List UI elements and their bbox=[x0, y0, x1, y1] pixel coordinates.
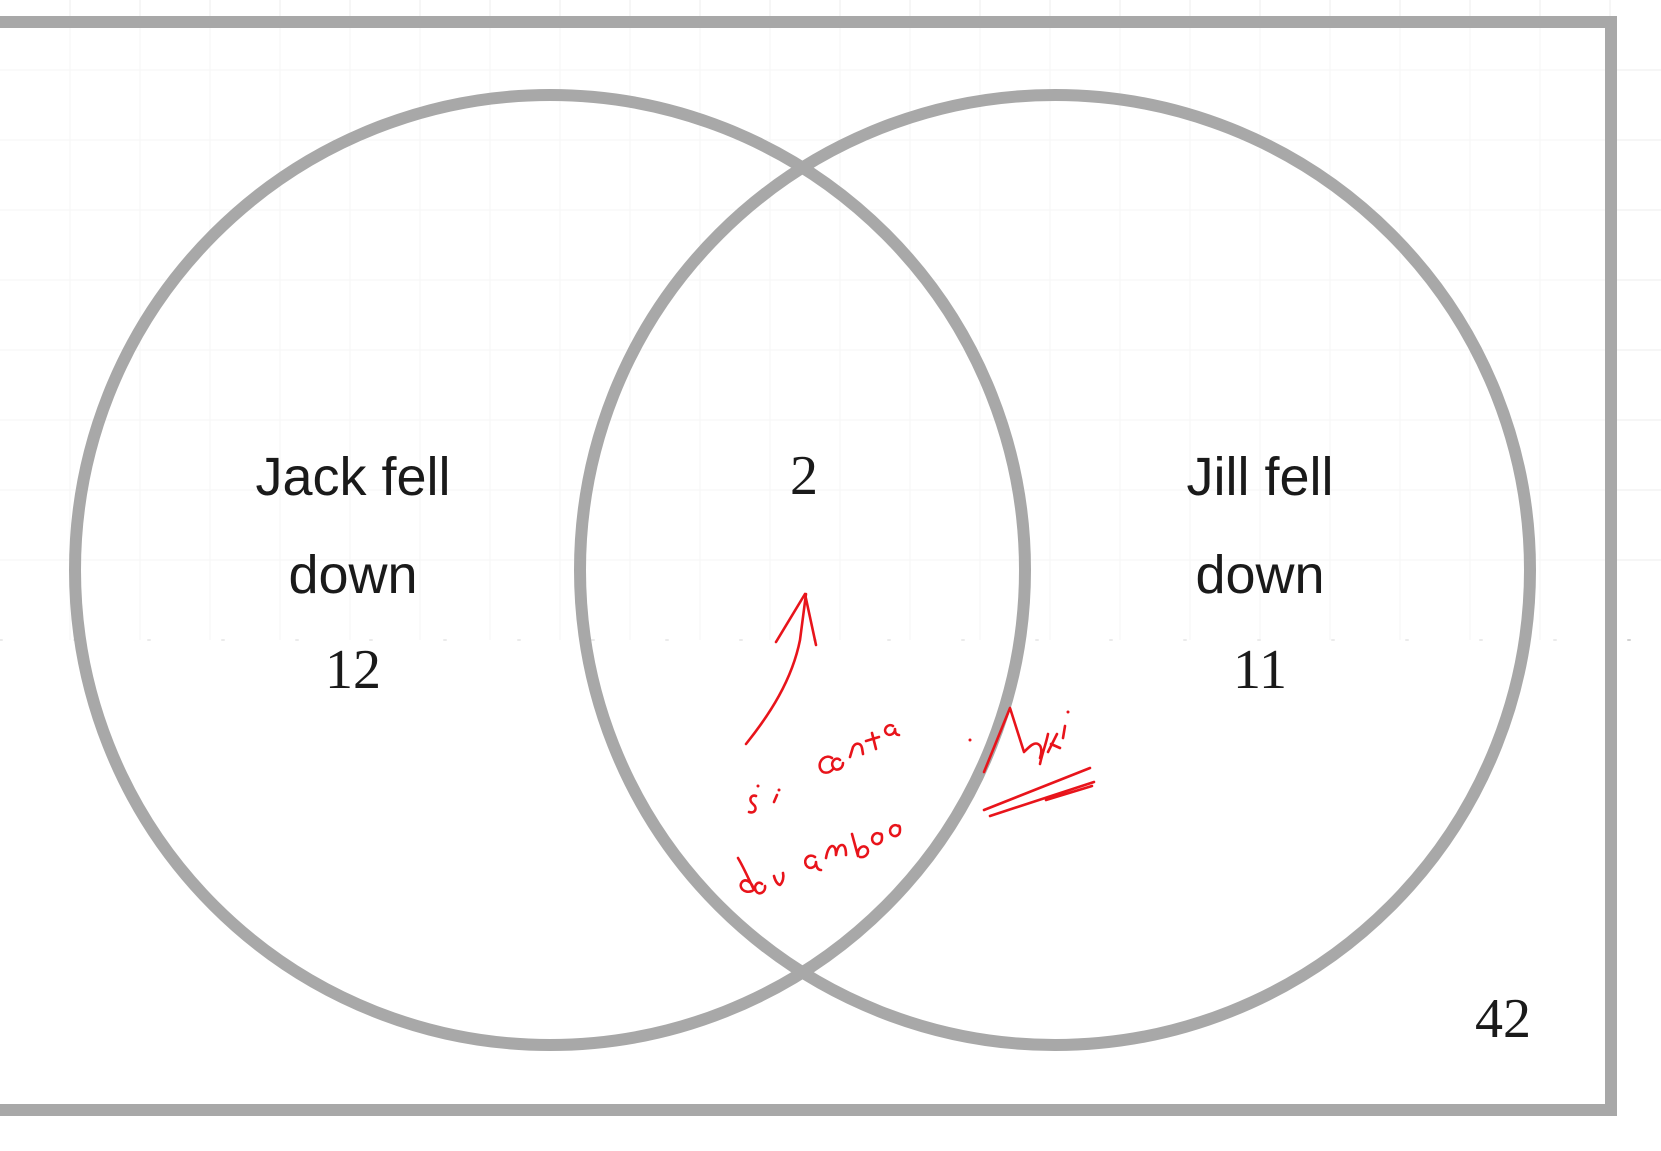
annotation-arrowhead bbox=[774, 592, 818, 647]
handwritten-annotation bbox=[736, 592, 1096, 895]
right-set-label-line2: down bbox=[1195, 545, 1324, 605]
annotation-underline bbox=[982, 766, 1096, 818]
annotation-arrow bbox=[744, 592, 808, 746]
left-set-label-line1: Jack fell bbox=[255, 447, 450, 507]
left-only-count: 12 bbox=[325, 639, 381, 701]
outside-count: 42 bbox=[1475, 988, 1531, 1050]
right-set-circle bbox=[574, 89, 1536, 1051]
left-set-circle bbox=[69, 89, 1031, 1051]
intersection-count: 2 bbox=[790, 445, 818, 507]
left-set-label-line2: down bbox=[288, 545, 417, 605]
right-set-label-line1: Jill fell bbox=[1186, 447, 1333, 507]
right-only-count: 11 bbox=[1233, 639, 1287, 701]
universe-frame bbox=[0, 16, 1617, 1116]
diagram-background bbox=[0, 22, 1611, 1110]
